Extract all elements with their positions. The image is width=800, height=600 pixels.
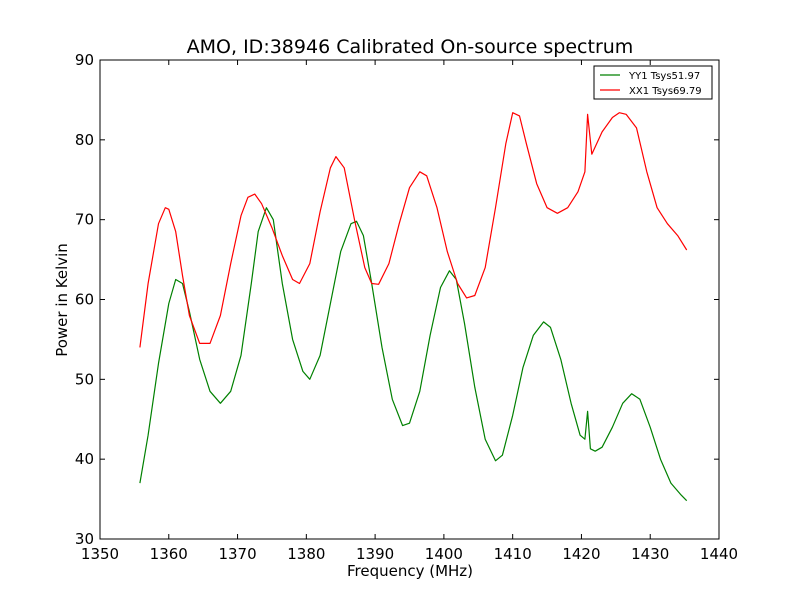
ticks-layer: 1350 1360 1370 1380 1390 1400 1410 1420 1430 1440… bbox=[75, 51, 738, 563]
y-tick-label: 80 bbox=[75, 131, 94, 149]
y-tick-label: 90 bbox=[75, 51, 94, 69]
y-tick-label: 30 bbox=[75, 530, 94, 548]
y-tick-label: 70 bbox=[75, 211, 94, 229]
x-tick-label: 1410 bbox=[494, 545, 532, 563]
x-tick-label: 1360 bbox=[150, 545, 188, 563]
series-layer bbox=[139, 112, 688, 502]
series-line-0 bbox=[139, 207, 688, 502]
y-axis-label: Power in Kelvin bbox=[53, 243, 71, 357]
y-tick-label: 50 bbox=[75, 370, 94, 388]
legend-label-0: YY1 Tsys51.97 bbox=[628, 71, 700, 82]
series-line-1 bbox=[139, 112, 688, 348]
x-axis-label: Frequency (MHz) bbox=[347, 562, 473, 580]
legend: YY1 Tsys51.97 XX1 Tsys69.79 bbox=[593, 65, 713, 100]
x-tick-label: 1350 bbox=[81, 545, 119, 563]
y-tick-label: 60 bbox=[75, 291, 94, 309]
x-tick-label: 1390 bbox=[356, 545, 394, 563]
legend-box bbox=[593, 65, 713, 100]
chart-title: AMO, ID:38946 Calibrated On-source spect… bbox=[187, 36, 634, 58]
x-tick-label: 1420 bbox=[562, 545, 600, 563]
x-tick-label: 1400 bbox=[425, 545, 463, 563]
x-tick-label: 1380 bbox=[287, 545, 325, 563]
x-tick-label: 1440 bbox=[700, 545, 738, 563]
legend-label-1: XX1 Tsys69.79 bbox=[629, 86, 702, 97]
x-tick-label: 1430 bbox=[631, 545, 669, 563]
x-tick-label: 1370 bbox=[218, 545, 256, 563]
plot-area bbox=[100, 60, 719, 539]
y-tick-label: 40 bbox=[75, 450, 94, 468]
